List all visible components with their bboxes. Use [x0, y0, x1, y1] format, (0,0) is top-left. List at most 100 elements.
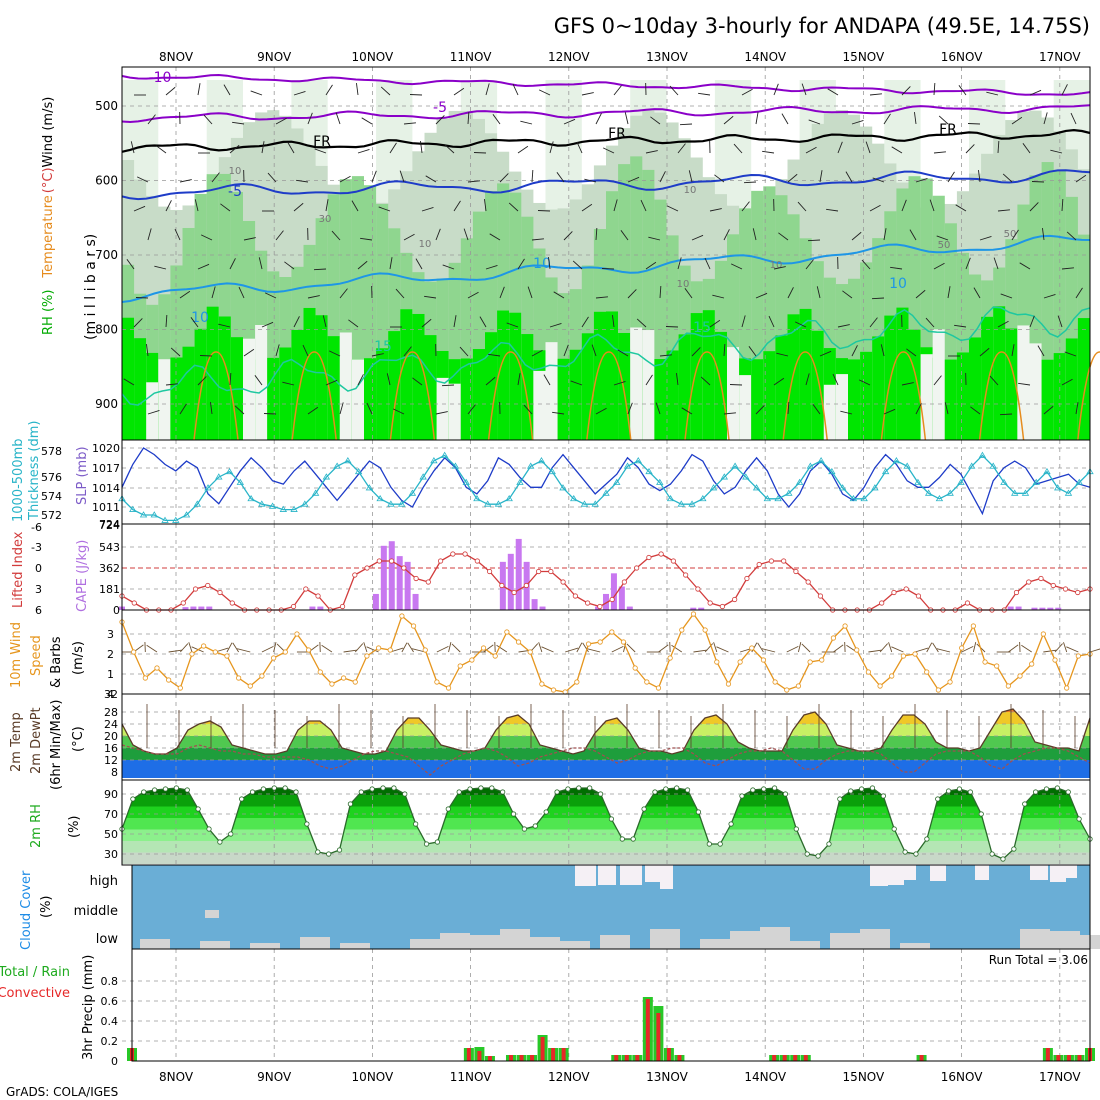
slp-ylabel: SLP (mb)	[75, 446, 90, 505]
rh-shade-bright	[303, 307, 317, 440]
wind-barb	[307, 406, 319, 415]
cape-bar	[380, 545, 387, 610]
rh-marker	[706, 841, 712, 847]
thickness-marker	[301, 500, 309, 507]
rh-shade-dry	[436, 377, 450, 440]
wind-barb	[335, 112, 341, 125]
lifted-index-marker	[597, 603, 603, 610]
rh-band	[122, 829, 1090, 841]
wind-barb	[723, 343, 726, 357]
rh-shade-light	[230, 80, 244, 138]
wind-barb	[741, 315, 746, 328]
wind-barb	[826, 208, 839, 212]
cloud-cover-panel: high middle low Cloud Cover (%)	[19, 864, 1100, 950]
li-ylabel: Lifted Index	[11, 531, 26, 608]
rh-shade-bright	[1065, 338, 1079, 440]
contour-label: 50	[1004, 229, 1017, 240]
temp-contour-minus10	[121, 73, 1091, 96]
wind-barb	[797, 201, 807, 212]
wind-barb	[366, 402, 373, 415]
wind-barb	[773, 377, 785, 386]
wind-barb	[179, 403, 187, 415]
thickness-marker	[268, 502, 277, 509]
upper-ytick: 900	[95, 397, 118, 411]
thickness-marker	[914, 478, 922, 485]
wind-barb	[741, 201, 750, 212]
thickness-marker	[731, 462, 739, 469]
cloud-level-label: middle	[74, 904, 118, 919]
wind-barb	[659, 285, 662, 299]
temp-band	[122, 712, 1090, 724]
thickness-marker	[828, 467, 836, 475]
high-cloud	[1050, 865, 1066, 882]
thickness-marker	[376, 494, 384, 502]
rh-shade-light	[1077, 80, 1091, 170]
wind-ylabel3: & Barbs	[49, 636, 64, 688]
lifted-index-marker	[462, 551, 468, 557]
surface-wind-barb	[168, 649, 183, 653]
rh-shade-bright	[956, 352, 970, 440]
rh-band	[122, 852, 1090, 864]
surface-wind-barb	[623, 642, 627, 653]
surface-wind-barb	[611, 645, 624, 653]
cape-bar	[372, 593, 379, 610]
wind-barb	[328, 350, 341, 357]
wind-barb	[787, 401, 790, 415]
wind-speed-marker	[935, 687, 941, 693]
cape-bar	[626, 606, 633, 610]
thickness-marker	[903, 462, 911, 469]
surface-wind-barb	[366, 646, 379, 653]
thickness-marker	[419, 473, 427, 480]
rh-shade-bright	[218, 316, 232, 440]
rh-marker	[641, 806, 647, 812]
cape-bar	[206, 606, 213, 610]
rh-shade-light	[884, 80, 897, 164]
low-cloud	[730, 931, 760, 949]
precip-convective-bar	[782, 1055, 787, 1061]
rh-shade-bright	[690, 313, 704, 440]
wind-barb	[254, 375, 263, 386]
thickness-marker	[1000, 478, 1008, 485]
rh-shade-light	[678, 80, 692, 139]
rh-marker	[793, 826, 799, 832]
rh-shade-light	[122, 80, 135, 160]
lifted-index-marker	[205, 582, 211, 589]
temp-ylabel-unit: (°C)	[71, 726, 86, 752]
wind-barb	[399, 170, 405, 183]
rh-shade-bright	[122, 317, 135, 440]
middle-cloud	[205, 910, 219, 918]
wind-barb	[165, 200, 172, 212]
rh-marker	[1076, 816, 1082, 822]
contour-label: 10	[419, 239, 432, 250]
wind-barb	[378, 206, 391, 212]
wind-barb	[1011, 116, 1023, 125]
wind-barb	[1061, 198, 1064, 212]
temp-contour-5	[121, 169, 1091, 201]
rh-marker	[837, 796, 843, 802]
rh-shade-light	[993, 80, 1006, 135]
wind-barb	[851, 345, 858, 357]
precip-convective-bar	[635, 1055, 640, 1061]
cape-lifted-index-panel: -6 -3 0 3 6 724 543 362 181 0 Lifted Index CAPE (J/…	[11, 519, 1093, 617]
contour-label: 10	[191, 310, 209, 326]
precip-convective-bar	[561, 1048, 566, 1061]
li-ytick: -3	[31, 541, 42, 554]
wind-barb	[698, 92, 711, 96]
wind-speed-marker	[515, 639, 522, 645]
upper-ytick: 700	[95, 248, 118, 262]
rh-shade-bright	[702, 310, 716, 440]
rh-marker	[391, 785, 397, 791]
thickness-marker	[548, 467, 556, 475]
rh-shade-light	[218, 80, 232, 158]
wind-barb	[463, 228, 469, 241]
wind-barb	[531, 349, 543, 357]
rh-shade-bright	[182, 346, 196, 440]
lifted-index-marker	[744, 575, 750, 582]
wind-barb	[211, 286, 216, 299]
wind-barb	[165, 86, 176, 96]
wind-barb	[938, 115, 949, 125]
wind-barb	[1066, 231, 1077, 241]
wind-barb	[979, 236, 992, 241]
wind-barb	[655, 402, 661, 415]
wind-barb	[165, 314, 168, 328]
